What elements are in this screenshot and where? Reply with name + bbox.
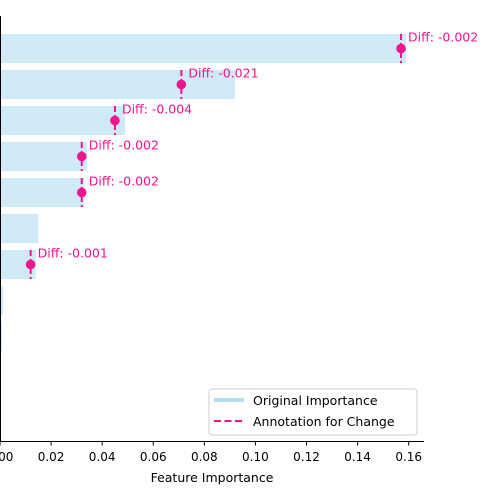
x-tick-label-7: 0.14: [344, 450, 371, 464]
legend-label-annotation: Annotation for Change: [253, 414, 395, 429]
annotation-marker-1: [176, 79, 187, 90]
x-ticks: 0.00 0.02 0.04 0.06 0.08 0.10 0.12 0.14 0.16: [0, 441, 422, 464]
annotation-marker-4: [76, 187, 87, 198]
annotation-marker-2: [110, 115, 120, 126]
bar-4: [0, 178, 85, 207]
legend: Original Importance Annotation for Chang…: [208, 388, 418, 436]
bar-8: [0, 322, 3, 351]
annotation-marker-5: [25, 259, 36, 270]
annotation-label-3: Diff: -0.002: [89, 138, 159, 153]
x-tick-label-0: 0.00: [0, 450, 13, 464]
bar-2: [0, 106, 126, 135]
x-tick-label-6: 0.12: [293, 450, 320, 464]
annotation-label-4: Diff: -0.002: [89, 174, 159, 189]
bar-7: [0, 286, 4, 315]
legend-label-original: Original Importance: [253, 393, 378, 408]
x-tick-label-2: 0.04: [89, 450, 116, 464]
bar-1: [0, 70, 235, 99]
annotations-layer: Diff: -0.002 Diff: -0.021 Diff: -0.004 Diff…: [25, 30, 478, 279]
x-tick-label-3: 0.06: [140, 450, 167, 464]
bar-5: [0, 214, 39, 243]
annotation-label-0: Diff: -0.002: [408, 30, 478, 45]
bar-0: [0, 34, 407, 63]
x-tick-label-4: 0.08: [191, 450, 218, 464]
x-tick-label-8: 0.16: [395, 450, 422, 464]
annotation-label-1: Diff: -0.021: [188, 66, 258, 81]
annotation-label-5: Diff: -0.001: [38, 246, 108, 261]
annotation-marker-0: [396, 43, 406, 54]
legend-frame: [208, 388, 418, 436]
annotation-label-2: Diff: -0.004: [122, 102, 192, 117]
x-tick-label-5: 0.10: [242, 450, 269, 464]
annotation-marker-3: [76, 151, 87, 162]
x-axis-label: Feature Importance: [151, 470, 274, 485]
x-tick-label-1: 0.02: [38, 450, 65, 464]
bars-layer: [0, 34, 407, 387]
bar-3: [0, 142, 87, 171]
